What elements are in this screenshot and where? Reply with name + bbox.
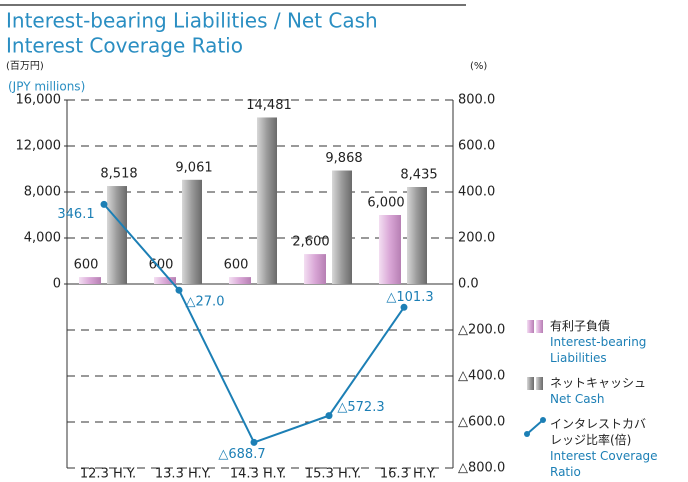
x-tick-label: 14.3 H.Y.	[230, 467, 286, 482]
chart-title: Interest-bearing Liabilities / Net Cash	[6, 9, 378, 33]
legend-text-2: インタレストカバレッジ比率(倍) Interest Coverage Ratio	[550, 416, 658, 480]
y-tick-label: 8,000	[24, 185, 61, 200]
bar-label: 14,481	[246, 98, 292, 113]
legend-swatch	[527, 320, 534, 333]
line-label: 346.1	[57, 207, 94, 222]
legend-text-0: 有利子負債 Interest-bearing Liabilities	[550, 318, 660, 366]
bar	[304, 254, 326, 284]
y-label: (百万円)	[6, 60, 44, 72]
line-point	[400, 303, 408, 311]
legend-text-1: ネットキャッシュ Net Cash	[550, 375, 660, 407]
bar	[407, 186, 427, 284]
y-tick-label: 16,000	[16, 93, 62, 108]
x-tick-label: 13.3 H.Y.	[155, 467, 211, 482]
line-point	[250, 438, 258, 446]
bar-label: 600	[224, 258, 249, 273]
x-tick-label: 12.3 H.Y.	[80, 467, 136, 482]
y-tick-label: 0	[53, 277, 61, 292]
x-tick-label: 16.3 H.Y.	[380, 467, 436, 482]
legend-label: インタレストカバレッジ比率(倍)	[550, 417, 647, 447]
bar	[379, 215, 401, 284]
y-label-en: (JPY millions)	[8, 80, 85, 94]
y2-tick-label: 0.0	[458, 277, 479, 292]
bar-label: 6,000	[367, 196, 404, 211]
bar	[257, 117, 277, 284]
legend-label: 有利子負債	[550, 319, 611, 333]
bar	[107, 186, 127, 284]
bar	[154, 277, 176, 284]
line-label: △572.3	[337, 400, 384, 415]
y-tick-label: 12,000	[16, 139, 62, 154]
bar	[229, 277, 251, 284]
y2-tick-label: 800.0	[458, 93, 495, 108]
legend-label: ネットキャッシュ	[550, 376, 647, 390]
legend-label-en: Interest-bearing Liabilities	[550, 335, 647, 365]
y2-tick-label: △800.0	[458, 461, 505, 476]
y2-tick-label: 600.0	[458, 139, 495, 154]
y2-tick-label: 200.0	[458, 231, 495, 246]
line-point	[175, 286, 183, 294]
x-tick-label: 15.3 H.Y.	[305, 467, 361, 482]
line-label: △688.7	[218, 447, 265, 462]
legend-swatch	[527, 377, 534, 390]
line-label: △27.0	[186, 295, 225, 310]
bar-label: 9,061	[175, 160, 212, 175]
line-label: △101.3	[386, 290, 433, 305]
bar-label: 600	[74, 258, 99, 273]
bar-label: 8,518	[100, 167, 137, 182]
y2-label: (%)	[470, 61, 487, 72]
legend-swatch	[536, 377, 543, 390]
legend-point	[540, 417, 546, 423]
legend-line	[526, 419, 544, 435]
bar-label: 9,868	[325, 151, 362, 166]
y2-tick-label: 400.0	[458, 185, 495, 200]
legend-point	[524, 431, 530, 437]
bar-label: 2,600	[292, 235, 329, 250]
bar	[182, 179, 202, 284]
y2-tick-label: △200.0	[458, 323, 505, 338]
bar-label: 8,435	[400, 167, 437, 182]
bar	[332, 170, 352, 284]
chart-subtitle: Interest Coverage Ratio	[6, 34, 243, 58]
y-tick-label: 4,000	[24, 231, 61, 246]
y2-tick-label: △600.0	[458, 415, 505, 430]
legend-label-en: Interest Coverage Ratio	[550, 449, 658, 479]
legend-swatch	[536, 320, 543, 333]
line-point	[325, 412, 333, 420]
bar	[79, 277, 101, 284]
line-point	[100, 200, 108, 208]
y2-tick-label: △400.0	[458, 369, 505, 384]
legend-label-en: Net Cash	[550, 392, 605, 406]
